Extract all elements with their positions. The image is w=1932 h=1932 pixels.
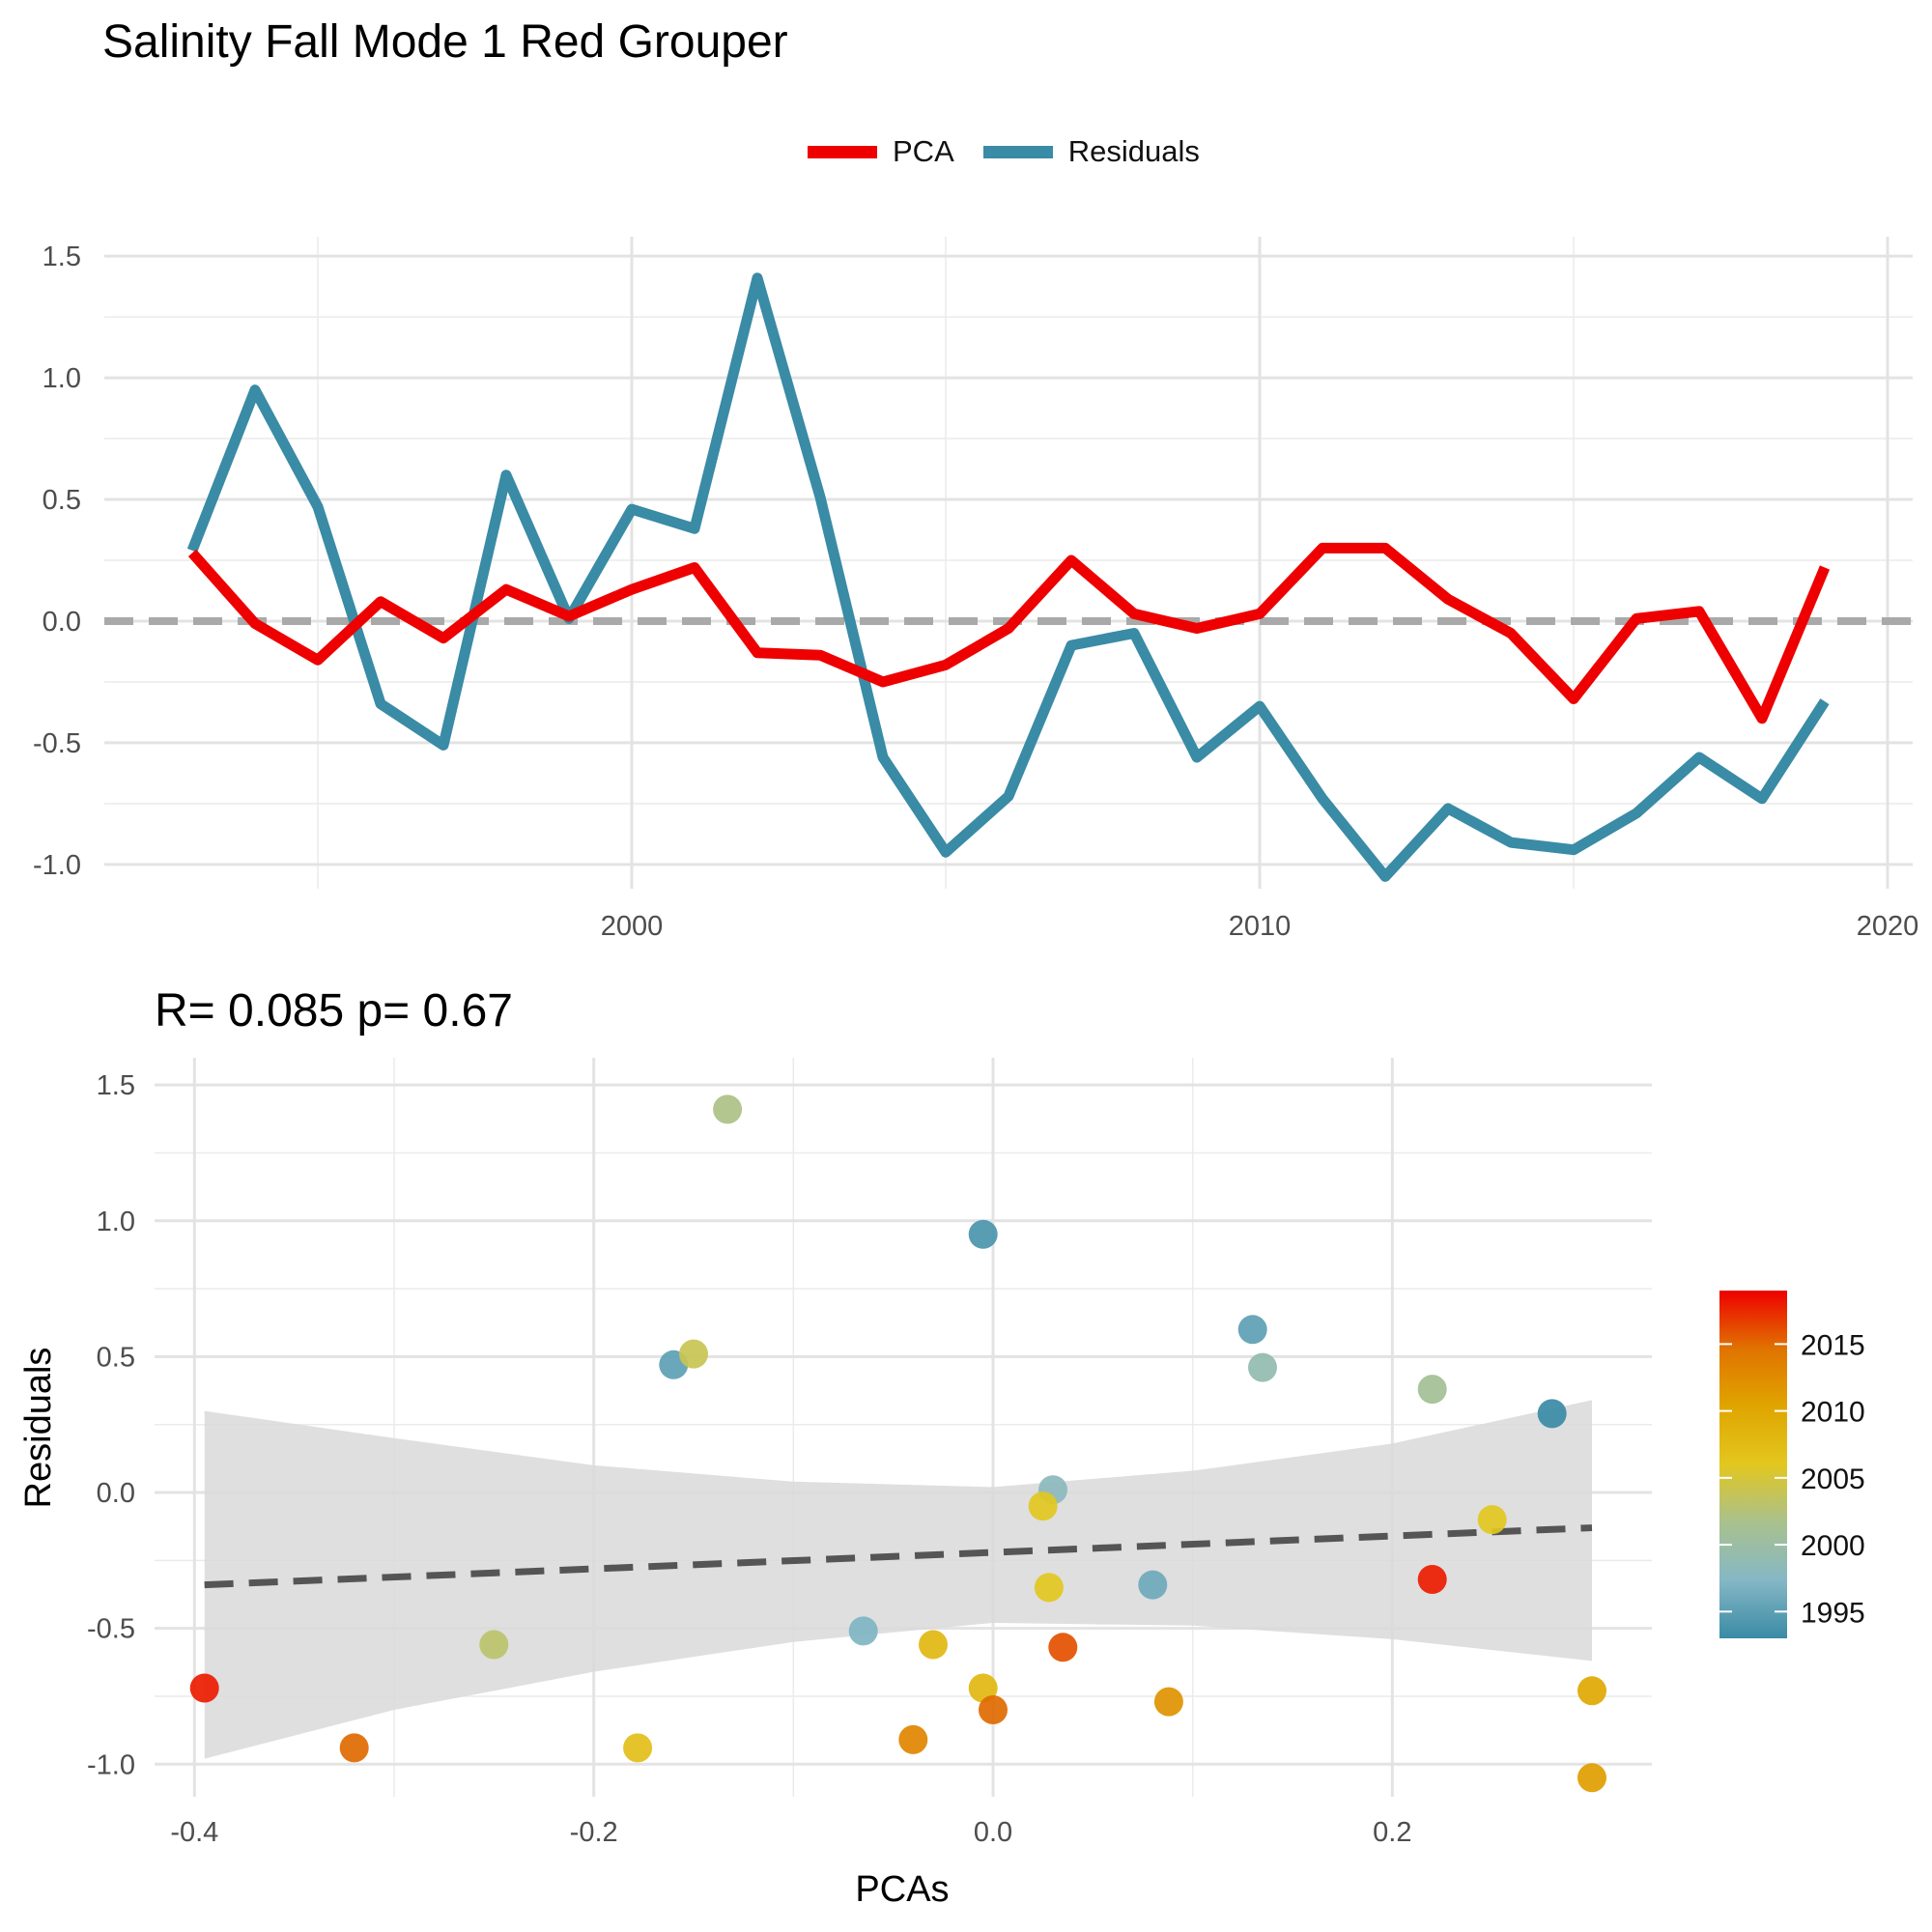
- scatter-point: [189, 1673, 219, 1703]
- x-tick-label: 2010: [1229, 911, 1292, 942]
- x-tick-label: 2000: [601, 911, 664, 942]
- scatter-point: [1537, 1399, 1567, 1429]
- scatter-point: [1153, 1687, 1183, 1717]
- regression-fit-line: [204, 1524, 1593, 1589]
- time-series-x-tick-labels: 2000 2010 2020: [601, 911, 1919, 942]
- x-tick-label: 0.2: [1373, 1817, 1411, 1848]
- scatter-point: [968, 1219, 998, 1249]
- legend-label-residuals: Residuals: [1067, 134, 1200, 168]
- legend-swatch-pca: [808, 145, 877, 158]
- colorbar-tick-label: 2000: [1801, 1530, 1865, 1562]
- scatter-x-tick-labels: -0.4 -0.2 0.0 0.2: [170, 1817, 1411, 1848]
- chart-title: Salinity Fall Mode 1 Red Grouper: [102, 16, 788, 68]
- y-tick-label: -0.5: [87, 1614, 135, 1645]
- scatter-point: [1048, 1633, 1078, 1662]
- colorbar-ticks: 2015 2010 2005 2000 1995: [1719, 1329, 1865, 1629]
- time-series-grid: [104, 237, 1913, 889]
- scatter-y-axis-title: Residuals: [18, 1348, 59, 1509]
- colorbar-tick-label: 2010: [1801, 1397, 1865, 1429]
- y-tick-label: 1.0: [43, 363, 81, 394]
- time-series-chart: 1.5 1.0 0.5 0.0 -0.5 -1.0 2000 2010 2020: [33, 237, 1918, 942]
- scatter-point: [898, 1724, 928, 1754]
- scatter-point: [479, 1630, 509, 1660]
- scatter-point: [968, 1673, 998, 1703]
- y-tick-label: 0.0: [97, 1478, 135, 1509]
- colorbar-gradient: [1719, 1291, 1787, 1638]
- x-tick-label: 2020: [1857, 911, 1919, 942]
- y-tick-label: 1.5: [43, 242, 81, 272]
- legend-item-residuals: Residuals: [982, 134, 1200, 169]
- scatter-point: [1577, 1763, 1606, 1793]
- legend: PCA Residuals: [808, 128, 1229, 176]
- legend-swatch-residuals: [982, 145, 1053, 158]
- scatter-point: [679, 1339, 708, 1369]
- colorbar-tick-label: 2015: [1801, 1329, 1865, 1361]
- scatter-point: [1417, 1375, 1447, 1405]
- scatter-points: [189, 1094, 1606, 1793]
- scatter-point: [713, 1094, 743, 1124]
- scatter-point: [919, 1630, 948, 1660]
- legend-item-pca: PCA: [808, 134, 954, 169]
- y-tick-label: -1.0: [87, 1749, 135, 1780]
- y-tick-label: -1.0: [33, 850, 81, 881]
- colorbar-tick-label: 2005: [1801, 1463, 1865, 1495]
- scatter-point: [1138, 1570, 1168, 1600]
- y-tick-label: -0.5: [33, 728, 81, 759]
- scatter-point: [979, 1695, 1008, 1724]
- time-series-y-tick-labels: 1.5 1.0 0.5 0.0 -0.5 -1.0: [33, 242, 81, 881]
- scatter-point: [1477, 1505, 1507, 1535]
- scatter-point: [1237, 1315, 1267, 1345]
- legend-label-pca: PCA: [893, 134, 954, 168]
- colorbar-tick-label: 1995: [1801, 1597, 1865, 1629]
- scatter-point: [1577, 1676, 1606, 1706]
- scatter-point: [1248, 1352, 1277, 1382]
- scatter-point: [1028, 1492, 1058, 1521]
- year-colorbar: 2015 2010 2005 2000 1995: [1719, 1291, 1865, 1638]
- x-tick-label: -0.4: [170, 1817, 218, 1848]
- y-tick-label: 0.5: [97, 1342, 135, 1373]
- series-line-pca: [187, 542, 1831, 724]
- scatter-chart: R= 0.085 p= 0.67 1.5 1.0 0.5 0.0 -0.5 -1.0 -0…: [18, 985, 1652, 1910]
- scatter-x-axis-title: PCAs: [855, 1869, 949, 1910]
- scatter-point: [1417, 1565, 1447, 1594]
- scatter-point: [339, 1733, 369, 1763]
- y-tick-label: 1.5: [97, 1070, 135, 1101]
- scatter-point: [848, 1616, 878, 1646]
- y-tick-label: 1.0: [97, 1207, 135, 1237]
- time-series-lines: [186, 272, 1831, 882]
- series-line-residuals: [186, 272, 1830, 882]
- scatter-y-tick-labels: 1.5 1.0 0.5 0.0 -0.5 -1.0: [87, 1070, 135, 1780]
- y-tick-label: 0.5: [43, 485, 81, 516]
- x-tick-label: 0.0: [974, 1817, 1012, 1848]
- y-tick-label: 0.0: [43, 607, 81, 638]
- confidence-band: [204, 1400, 1593, 1759]
- x-tick-label: -0.2: [570, 1817, 618, 1848]
- scatter-stat-title: R= 0.085 p= 0.67: [155, 985, 513, 1037]
- scatter-point: [1034, 1573, 1064, 1603]
- scatter-point: [623, 1733, 653, 1763]
